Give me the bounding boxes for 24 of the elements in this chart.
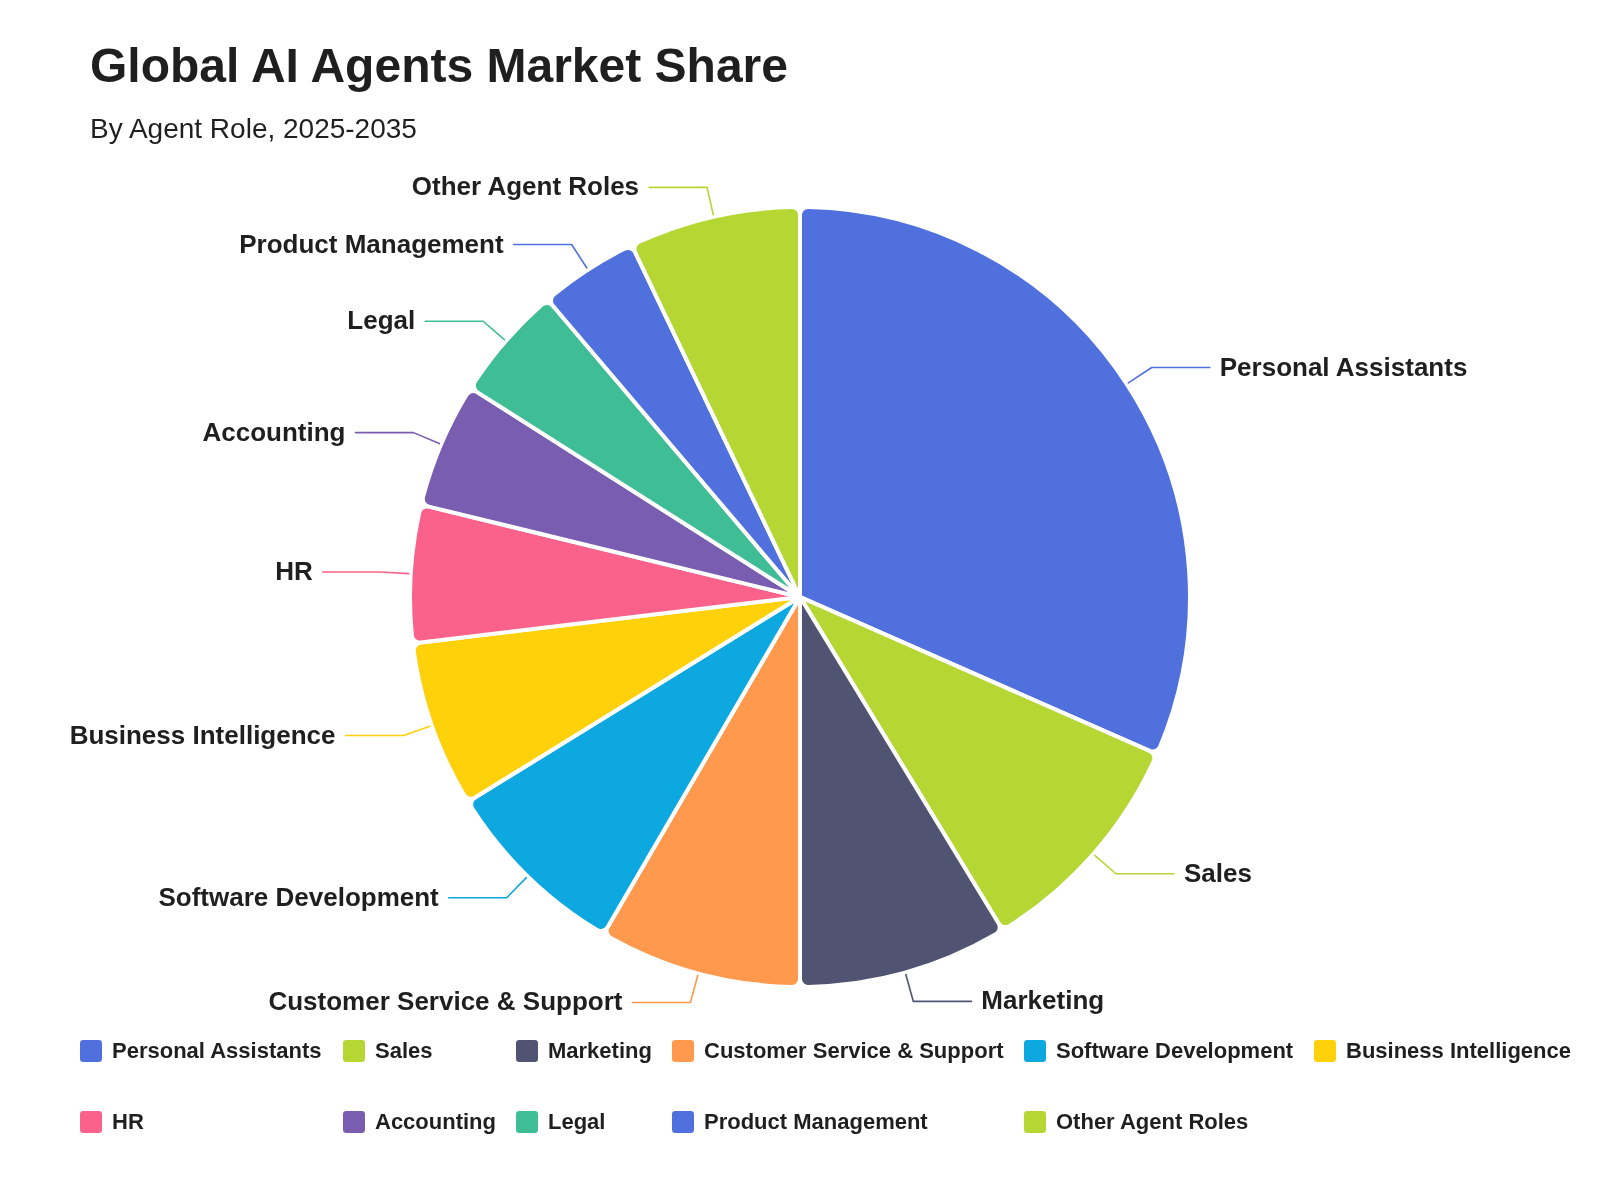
legend-label: Sales <box>375 1038 433 1063</box>
legend-label: Software Development <box>1056 1038 1294 1063</box>
legend-label: Customer Service & Support <box>704 1038 1005 1063</box>
slice-label: Personal Assistants <box>1219 351 1468 382</box>
legend-label: Legal <box>548 1109 606 1134</box>
chart-subtitle: By Agent Role, 2025-2035 <box>90 113 417 144</box>
slice-label: Software Development <box>158 881 440 912</box>
slice-label: Sales <box>1183 857 1252 888</box>
slice-label: Marketing <box>981 985 1105 1016</box>
slice-label: Other Agent Roles <box>411 171 640 202</box>
slice-label: Business Intelligence <box>69 719 336 750</box>
slice-label: Customer Service & Support <box>268 986 623 1017</box>
legend-label: Personal Assistants <box>112 1038 322 1063</box>
chart-title: Global AI Agents Market Share <box>90 39 788 92</box>
slice-label: HR <box>275 555 313 586</box>
slice-label: Accounting <box>202 416 346 447</box>
legend-label: Marketing <box>548 1038 652 1063</box>
legend-label: Other Agent Roles <box>1056 1109 1249 1134</box>
slice-label: Legal <box>347 305 416 336</box>
slice-label: Product Management <box>239 228 504 259</box>
legend-label: Business Intelligence <box>1346 1038 1571 1063</box>
legend-label: HR <box>112 1109 144 1134</box>
legend-label: Product Management <box>704 1109 929 1134</box>
legend-label: Accounting <box>375 1109 496 1134</box>
